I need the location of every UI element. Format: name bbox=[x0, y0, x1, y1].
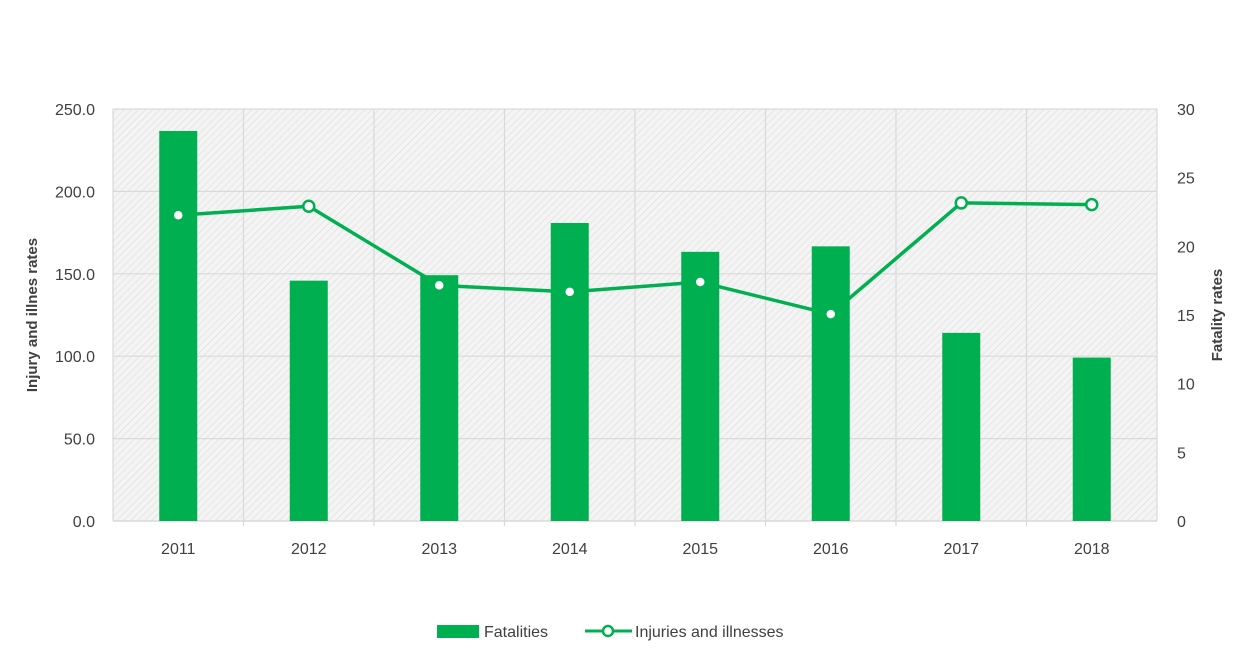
marker-injuries bbox=[954, 196, 968, 210]
marker-injuries bbox=[432, 278, 446, 293]
bars bbox=[159, 130, 1111, 522]
left-axis-title: Injury and illnes rates bbox=[24, 238, 41, 392]
x-tick-label: 2012 bbox=[291, 541, 327, 558]
bar-fatalities bbox=[550, 222, 589, 521]
marker-injuries bbox=[171, 208, 185, 223]
line-series bbox=[171, 196, 1099, 321]
legend: Fatalities Injuries and illnesses bbox=[437, 624, 784, 641]
right-tick-label: 25 bbox=[1177, 171, 1195, 188]
left-tick-label: 250.0 bbox=[55, 102, 95, 119]
bar-fatalities bbox=[942, 332, 981, 521]
marker-injuries bbox=[693, 275, 707, 289]
right-tick-label: 20 bbox=[1177, 239, 1195, 256]
legend-label-injuries: Injuries and illnesses bbox=[635, 624, 784, 641]
right-axis-title: Fatality rates bbox=[1209, 269, 1226, 362]
bar-fatalities bbox=[159, 130, 198, 521]
right-tick-label: 15 bbox=[1177, 308, 1195, 325]
bar-fatalities bbox=[681, 251, 720, 521]
x-tick-label: 2011 bbox=[161, 541, 196, 558]
left-tick-label: 100.0 bbox=[55, 349, 95, 366]
left-tick-label: 150.0 bbox=[55, 267, 95, 284]
bar-fatalities bbox=[1072, 357, 1111, 521]
legend-swatch-injuries-marker bbox=[601, 624, 615, 638]
x-tick-label: 2017 bbox=[943, 541, 979, 558]
line-injuries bbox=[178, 201, 1092, 316]
x-tick-label: 2015 bbox=[682, 541, 718, 558]
left-axis-ticks: 0.0 50.0 100.0 150.0 200.0 250.0 bbox=[55, 102, 95, 531]
marker-injuries bbox=[563, 285, 577, 299]
marker-injuries bbox=[302, 199, 316, 213]
x-axis-ticks: 2011 2012 2013 2014 2015 2016 2017 2018 bbox=[161, 541, 1110, 558]
right-tick-label: 30 bbox=[1177, 102, 1195, 119]
bar-fatalities bbox=[289, 280, 328, 521]
right-tick-label: 0 bbox=[1177, 514, 1186, 531]
grid-lines bbox=[112, 108, 1158, 526]
right-tick-label: 10 bbox=[1177, 377, 1195, 394]
x-tick-label: 2016 bbox=[813, 541, 849, 558]
left-tick-label: 200.0 bbox=[55, 184, 95, 201]
x-tick-label: 2018 bbox=[1074, 541, 1110, 558]
legend-swatch-fatalities bbox=[437, 625, 479, 638]
bar-fatalities bbox=[811, 246, 850, 522]
right-tick-label: 5 bbox=[1177, 445, 1186, 462]
right-axis-ticks: 0 5 10 15 20 25 30 bbox=[1177, 102, 1195, 531]
x-tick-label: 2013 bbox=[421, 541, 457, 558]
legend-label-fatalities: Fatalities bbox=[484, 624, 548, 641]
bar-fatalities bbox=[420, 275, 459, 521]
left-tick-label: 50.0 bbox=[64, 432, 95, 449]
left-tick-label: 0.0 bbox=[73, 514, 95, 531]
marker-injuries bbox=[1085, 197, 1099, 212]
marker-injuries bbox=[824, 307, 838, 321]
x-tick-label: 2014 bbox=[552, 541, 588, 558]
